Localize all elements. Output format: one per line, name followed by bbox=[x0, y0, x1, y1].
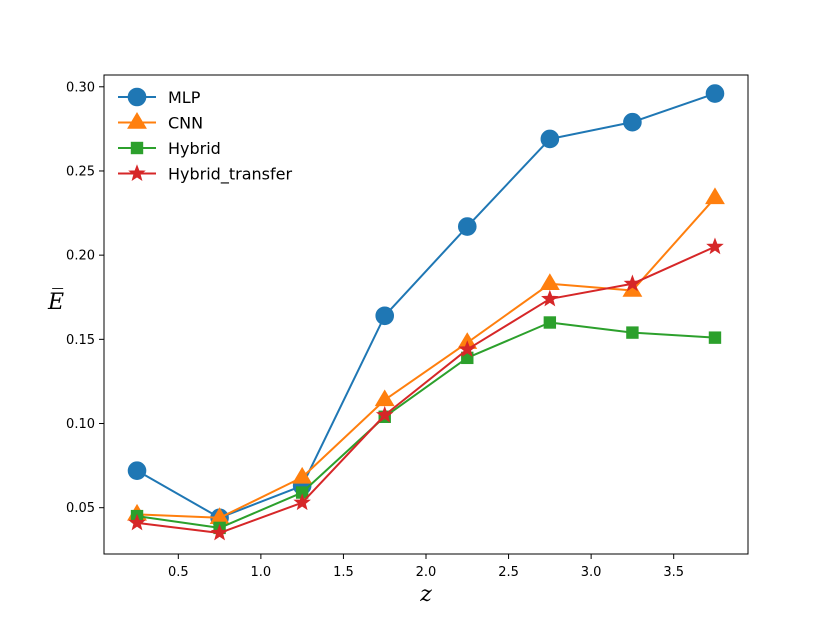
legend-label: Hybrid_transfer bbox=[168, 165, 292, 185]
x-tick-label: 3.0 bbox=[581, 565, 602, 580]
legend-marker bbox=[127, 112, 147, 129]
data-point bbox=[375, 405, 394, 423]
x-tick-label: 1.0 bbox=[251, 565, 272, 580]
data-point bbox=[543, 316, 557, 329]
legend-label: Hybrid bbox=[168, 139, 221, 158]
x-axis-ticks: 0.5 1.0 1.5 2.0 2.5 3.0 3.5 bbox=[168, 554, 684, 580]
x-tick-label: 3.5 bbox=[663, 565, 684, 580]
data-point bbox=[626, 326, 639, 339]
y-tick-label: 0.15 bbox=[66, 333, 95, 348]
data-point bbox=[541, 289, 559, 307]
data-point bbox=[293, 493, 311, 511]
data-point bbox=[706, 237, 724, 255]
x-tick-label: 0.5 bbox=[168, 565, 189, 580]
x-tick-label: 2.5 bbox=[498, 565, 519, 580]
legend-marker bbox=[128, 164, 146, 181]
y-tick-label: 0.25 bbox=[66, 164, 95, 179]
data-point bbox=[705, 187, 725, 205]
series-line bbox=[136, 321, 716, 529]
legend-item: Hybrid bbox=[118, 139, 221, 158]
legend-item: CNN bbox=[118, 112, 203, 133]
data-point bbox=[374, 389, 395, 407]
data-point bbox=[705, 84, 725, 103]
x-axis-label: z bbox=[419, 582, 432, 607]
plot-area bbox=[103, 74, 749, 555]
legend: MLP CNN Hybrid Hybrid_transfer bbox=[118, 87, 292, 185]
y-tick-label: 0.20 bbox=[66, 249, 95, 264]
series-layer bbox=[127, 84, 725, 541]
data-point bbox=[127, 461, 147, 480]
y-axis-label: E̅ bbox=[47, 288, 64, 315]
legend-marker bbox=[130, 141, 144, 155]
x-tick-label: 1.5 bbox=[333, 565, 354, 580]
legend-item: MLP bbox=[118, 87, 201, 107]
data-point bbox=[292, 466, 313, 484]
data-point bbox=[210, 523, 229, 541]
legend-label: MLP bbox=[168, 88, 201, 107]
series-line bbox=[136, 245, 716, 534]
y-axis-ticks: 0.05 0.10 0.15 0.20 0.25 0.30 bbox=[66, 80, 104, 516]
data-point bbox=[708, 331, 722, 344]
data-point bbox=[375, 306, 395, 326]
y-tick-label: 0.05 bbox=[66, 501, 95, 516]
y-tick-label: 0.30 bbox=[66, 80, 95, 95]
legend-label: CNN bbox=[168, 114, 203, 133]
data-point bbox=[623, 112, 642, 132]
series-line bbox=[136, 197, 716, 519]
legend-item: Hybrid_transfer bbox=[118, 164, 292, 185]
data-point bbox=[458, 340, 477, 357]
y-tick-label: 0.10 bbox=[66, 417, 95, 432]
x-tick-label: 2.0 bbox=[416, 565, 437, 580]
data-point bbox=[457, 217, 477, 236]
legend-marker bbox=[127, 87, 147, 107]
series-hybrid-transfer bbox=[128, 237, 724, 541]
data-point bbox=[128, 513, 146, 531]
series-line bbox=[136, 92, 716, 519]
data-point bbox=[540, 129, 560, 149]
data-point bbox=[539, 273, 560, 290]
data-point bbox=[623, 274, 642, 292]
